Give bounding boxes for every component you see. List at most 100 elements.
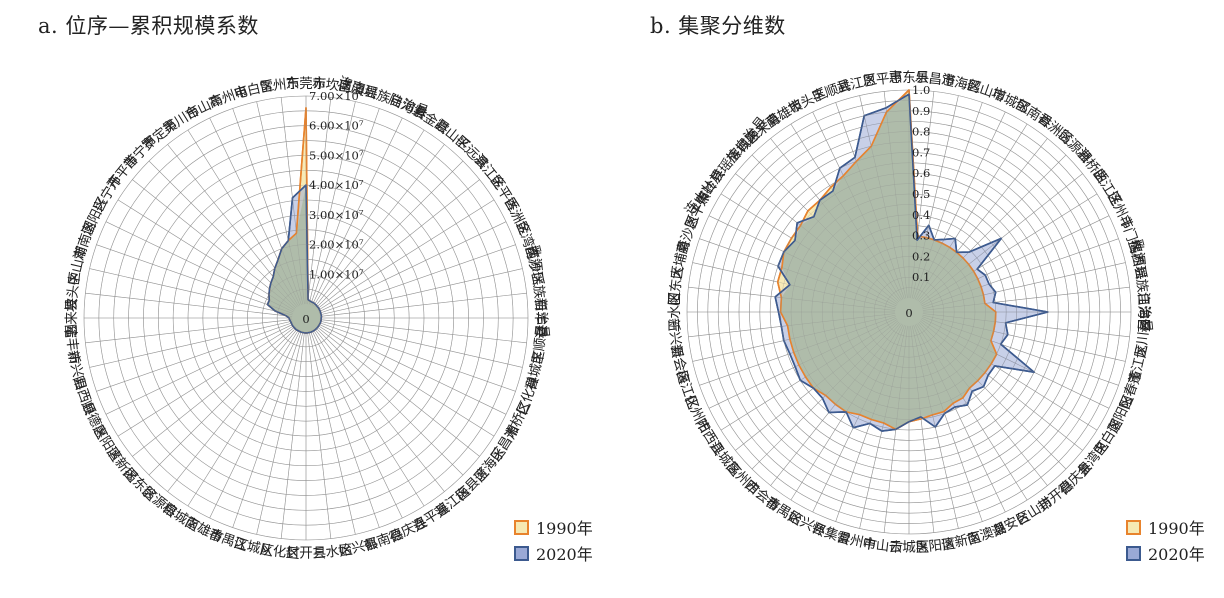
- legend-swatch-1990: [1126, 519, 1141, 535]
- grid-spoke-overlay: [812, 111, 904, 300]
- grid-spoke-overlay: [311, 117, 403, 306]
- grid-spoke-overlay: [85, 292, 293, 317]
- grid-spoke-overlay: [117, 325, 295, 437]
- category-label: 坡头区: [63, 271, 83, 313]
- grid-spoke-overlay: [132, 179, 296, 310]
- grid-spoke-overlay: [917, 322, 1048, 486]
- grid-spoke-overlay: [699, 238, 896, 308]
- grid-spoke-overlay: [916, 123, 1028, 301]
- category-label: 惠东县: [889, 70, 930, 86]
- axis-tick-label: 0.9: [912, 104, 930, 118]
- grid-spoke-overlay: [922, 316, 1119, 386]
- grid-spoke-overlay: [770, 138, 901, 302]
- axis-tick-label: 1.0: [912, 83, 930, 97]
- grid-spoke-overlay: [319, 292, 527, 317]
- grid-spoke-overlay: [922, 313, 1130, 338]
- grid-spoke-overlay: [917, 138, 1048, 302]
- grid-spoke-overlay: [256, 101, 304, 305]
- grid-spoke-overlay: [232, 331, 302, 528]
- grid-spoke-overlay: [692, 262, 896, 310]
- grid-spoke-overlay: [735, 320, 899, 451]
- grid-spoke-overlay: [89, 320, 293, 368]
- grid-spoke-overlay: [308, 101, 356, 305]
- category-label: 新兴县: [665, 317, 685, 359]
- chart-title: a. 位序—累积规模系数: [38, 14, 259, 38]
- grid-spoke-overlay: [315, 327, 464, 476]
- grid-spoke-overlay: [919, 320, 1083, 451]
- legend-label-1990: 1990年: [536, 519, 593, 538]
- grid-spoke-overlay: [132, 326, 296, 457]
- grid-spoke-overlay: [319, 322, 516, 392]
- category-label: 乐昌市: [914, 68, 956, 89]
- category-label: 雷州市: [259, 74, 301, 95]
- grid-spoke-overlay: [835, 102, 905, 299]
- category-label: 龙川县: [1133, 317, 1153, 359]
- grid-spoke-overlay: [911, 95, 959, 299]
- legend-swatch-2020: [1126, 545, 1141, 561]
- category-label: 新丰县: [532, 298, 548, 339]
- grid-spoke-overlay: [317, 325, 495, 437]
- chart-panel-b: b. 集聚分维数 0 0.1 0.2 0.3 0.4 0.5 0.6 0.7 0.8 0.9 1.0…: [612, 0, 1224, 598]
- grid-spoke-overlay: [922, 262, 1126, 310]
- axis-tick-label: 0.2: [912, 249, 930, 263]
- center-label: 0: [905, 306, 912, 320]
- grid-spoke-overlay: [317, 199, 495, 311]
- grid-spoke-overlay: [280, 331, 305, 539]
- category-label: 封开县: [286, 546, 327, 562]
- grid-spoke-overlay: [770, 322, 901, 486]
- axis-tick-label: 7.00×10⁷: [309, 89, 364, 103]
- grid-spoke-overlay: [314, 144, 445, 308]
- chart-title: b. 集聚分维数: [650, 14, 786, 38]
- grid-spoke-overlay: [699, 316, 896, 386]
- category-label: 陆丰市: [62, 323, 83, 365]
- category-label: 三水区: [667, 292, 683, 333]
- grid-spoke-overlay: [318, 323, 507, 415]
- grid-spoke-overlay: [319, 319, 527, 344]
- category-label: 赤坎区: [311, 75, 353, 95]
- grid-spoke-overlay: [911, 325, 959, 529]
- grid-spoke-overlay: [307, 331, 332, 539]
- grid-spoke-overlay: [919, 173, 1083, 304]
- grid-spoke-overlay: [918, 154, 1067, 303]
- grid-spoke-overlay: [311, 330, 403, 519]
- axis-tick-label: 0.5: [912, 187, 930, 201]
- category-label: 阳东区: [666, 265, 686, 307]
- grid-spoke-overlay: [209, 117, 301, 306]
- category-label: 江海区: [1135, 292, 1151, 333]
- grid-spoke-overlay: [316, 179, 480, 310]
- grid-spoke-overlay: [720, 193, 898, 305]
- grid-spoke-overlay: [708, 317, 897, 409]
- category-label: 惠阳区: [914, 536, 956, 556]
- grid-spoke-overlay: [308, 331, 356, 535]
- axis-tick-label: 5.00×10⁷: [309, 148, 364, 162]
- grid-spoke-overlay: [319, 244, 516, 314]
- radar-chart-a: 0 1.00×10⁷ 2.00×10⁷ 3.00×10⁷ 4.00×10⁷ 5.00×10…: [62, 74, 552, 562]
- category-label: 东莞市: [286, 75, 327, 92]
- category-label: 中山市: [862, 535, 904, 556]
- grid-spoke-overlay: [910, 91, 935, 299]
- legend-label-2020: 2020年: [1148, 545, 1205, 564]
- axis-tick-label: 0.8: [912, 125, 930, 139]
- grid-spoke-overlay: [148, 327, 297, 476]
- grid-spoke-overlay: [921, 215, 1110, 307]
- grid-spoke-overlay: [105, 323, 294, 415]
- grid-spoke-overlay: [790, 323, 902, 501]
- grid-spoke-overlay: [315, 160, 464, 309]
- grid-spoke-overlay: [316, 326, 480, 457]
- grid-spoke-overlay: [735, 173, 899, 304]
- grid-spoke-overlay: [89, 268, 293, 316]
- axis-tick-label: 0.1: [912, 270, 930, 284]
- grid-spoke-overlay: [922, 286, 1130, 311]
- grid-spoke-overlay: [167, 328, 298, 492]
- grid-spoke-overlay: [105, 221, 294, 313]
- grid-spoke-overlay: [187, 329, 299, 507]
- grid-spoke-overlay: [209, 330, 301, 519]
- axis-tick-label: 3.00×10⁷: [309, 208, 364, 222]
- grid-spoke-overlay: [688, 286, 896, 311]
- grid-spoke-overlay: [835, 325, 905, 522]
- grid-spoke-overlay: [921, 317, 1110, 409]
- grid-spoke-overlay: [913, 325, 983, 522]
- axis-tick-label: 1.00×10⁷: [309, 267, 364, 281]
- axis-tick-label: 0.6: [912, 166, 930, 180]
- grid-spoke-overlay: [790, 123, 902, 301]
